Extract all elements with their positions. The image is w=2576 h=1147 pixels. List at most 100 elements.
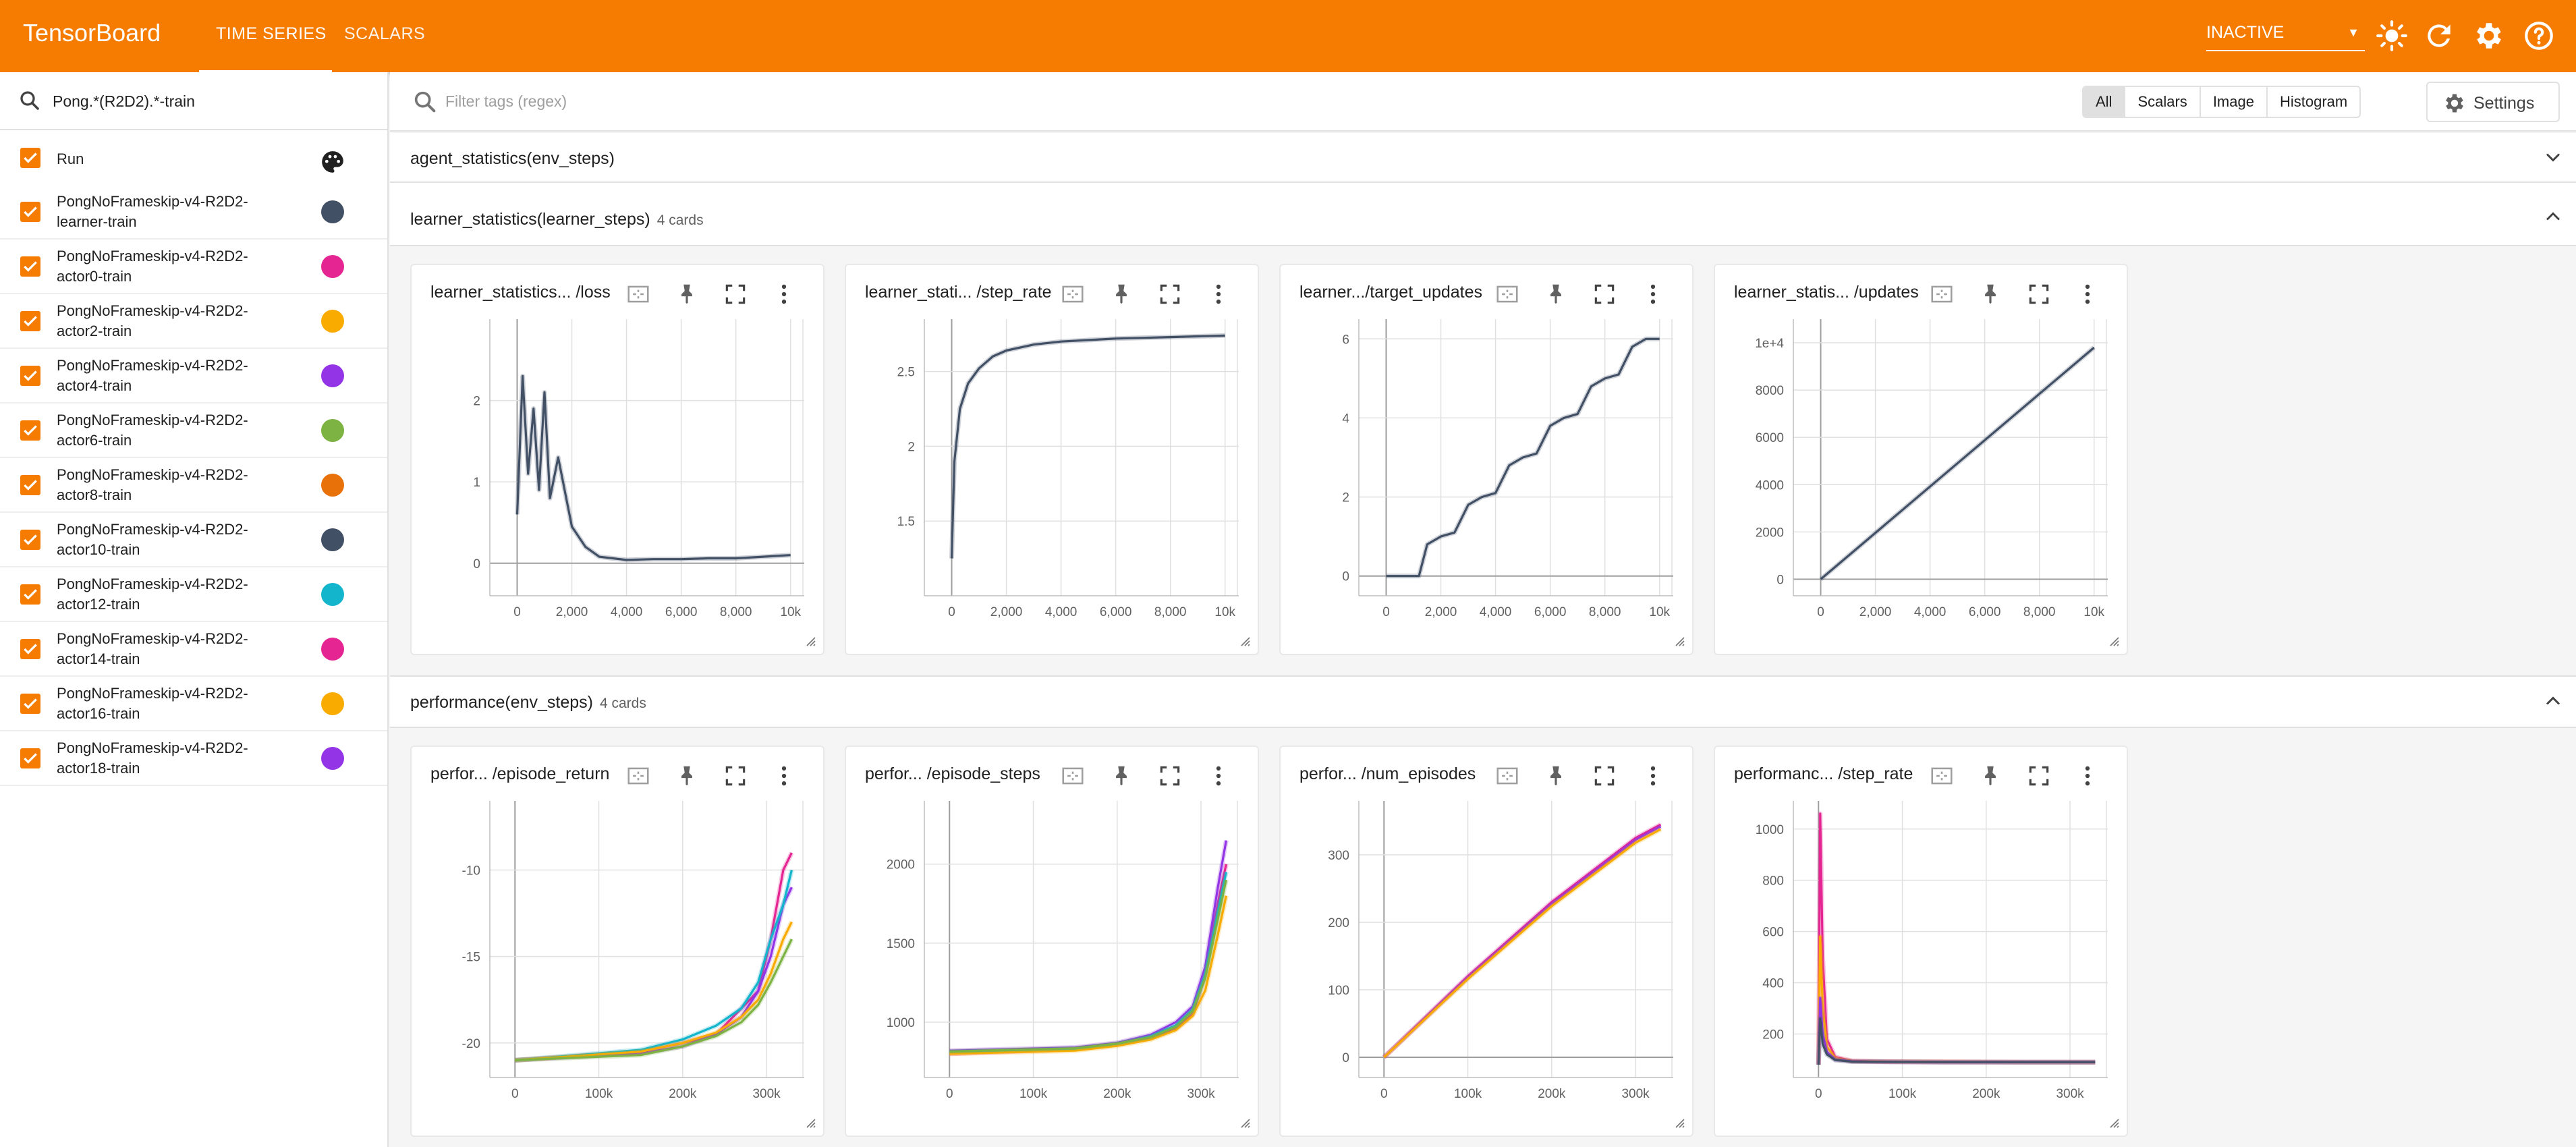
run-row[interactable]: PongNoFrameskip-v4-R2D2- actor14-train	[0, 622, 387, 677]
run-color-swatch[interactable]	[321, 200, 344, 223]
tag-filter-input[interactable]	[445, 86, 1053, 117]
pin-icon[interactable]	[1978, 763, 2003, 789]
run-checkbox[interactable]	[20, 202, 40, 222]
line-chart[interactable]: 0 2,000 4,000 6,000 8,000 10k 0 1 2	[412, 319, 826, 643]
run-color-swatch[interactable]	[321, 255, 344, 278]
run-row[interactable]: PongNoFrameskip-v4-R2D2- actor12-train	[0, 567, 387, 622]
run-color-swatch[interactable]	[321, 692, 344, 715]
fit-domain-icon[interactable]	[1494, 763, 1520, 789]
pin-icon[interactable]	[1109, 281, 1134, 307]
chevron-up-icon[interactable]	[2541, 689, 2565, 713]
more-vert-icon[interactable]	[2075, 281, 2100, 307]
line-chart[interactable]: 0 2,000 4,000 6,000 8,000 10k 1.5 2 2.5	[846, 319, 1260, 643]
run-row[interactable]: PongNoFrameskip-v4-R2D2- actor4-train	[0, 349, 387, 403]
fullscreen-icon[interactable]	[723, 763, 748, 789]
fit-domain-icon[interactable]	[1060, 763, 1086, 789]
run-row[interactable]: PongNoFrameskip-v4-R2D2- actor0-train	[0, 240, 387, 294]
more-vert-icon[interactable]	[771, 763, 797, 789]
refresh-icon[interactable]	[2422, 19, 2456, 53]
resize-handle-icon[interactable]	[803, 1115, 816, 1129]
plugin-select[interactable]: INACTIVE ▼	[2206, 20, 2365, 51]
run-row[interactable]: PongNoFrameskip-v4-R2D2- actor2-train	[0, 294, 387, 349]
filter-all-button[interactable]: All	[2083, 87, 2125, 117]
run-checkbox[interactable]	[20, 748, 40, 768]
fullscreen-icon[interactable]	[2026, 281, 2052, 307]
pin-icon[interactable]	[1978, 281, 2003, 307]
more-vert-icon[interactable]	[1206, 281, 1231, 307]
fullscreen-icon[interactable]	[1157, 763, 1183, 789]
fit-domain-icon[interactable]	[1060, 281, 1086, 307]
fit-domain-icon[interactable]	[1929, 763, 1955, 789]
resize-handle-icon[interactable]	[1237, 1115, 1251, 1129]
run-checkbox[interactable]	[20, 694, 40, 714]
run-checkbox[interactable]	[20, 311, 40, 331]
fit-domain-icon[interactable]	[625, 763, 651, 789]
run-checkbox[interactable]	[20, 420, 40, 441]
run-checkbox[interactable]	[20, 366, 40, 386]
run-color-swatch[interactable]	[321, 528, 344, 551]
more-vert-icon[interactable]	[1640, 763, 1666, 789]
line-chart[interactable]: 0 2,000 4,000 6,000 8,000 10k 0 2 4 6	[1281, 319, 1695, 643]
fullscreen-icon[interactable]	[723, 281, 748, 307]
help-icon[interactable]	[2522, 19, 2556, 53]
run-checkbox[interactable]	[20, 256, 40, 277]
run-color-swatch[interactable]	[321, 310, 344, 333]
brightness-icon[interactable]	[2375, 19, 2409, 53]
resize-handle-icon[interactable]	[1237, 634, 1251, 647]
more-vert-icon[interactable]	[771, 281, 797, 307]
fit-domain-icon[interactable]	[625, 281, 651, 307]
fit-domain-icon[interactable]	[1929, 281, 1955, 307]
run-row[interactable]: PongNoFrameskip-v4-R2D2- actor10-train	[0, 513, 387, 567]
line-chart[interactable]: 0 100k 200k 300k 1000 1500 2000	[846, 801, 1260, 1125]
palette-icon[interactable]	[320, 149, 345, 175]
run-row[interactable]: PongNoFrameskip-v4-R2D2- actor6-train	[0, 403, 387, 458]
more-vert-icon[interactable]	[2075, 763, 2100, 789]
run-color-swatch[interactable]	[321, 364, 344, 387]
fullscreen-icon[interactable]	[1592, 763, 1617, 789]
filter-scalars-button[interactable]: Scalars	[2124, 87, 2199, 117]
tab-scalars[interactable]: SCALARS	[344, 24, 426, 43]
run-color-swatch[interactable]	[321, 419, 344, 442]
line-chart[interactable]: 0 100k 200k 300k 0 100 200 300	[1281, 801, 1695, 1125]
fit-domain-icon[interactable]	[1494, 281, 1520, 307]
more-vert-icon[interactable]	[1640, 281, 1666, 307]
pin-icon[interactable]	[674, 281, 700, 307]
run-row[interactable]: PongNoFrameskip-v4-R2D2- learner-train	[0, 185, 387, 240]
pin-icon[interactable]	[1109, 763, 1134, 789]
run-checkbox[interactable]	[20, 530, 40, 550]
run-color-swatch[interactable]	[321, 747, 344, 770]
group-header-performance[interactable]: performance(env_steps) 4 cards	[390, 675, 2576, 728]
resize-handle-icon[interactable]	[1672, 1115, 1685, 1129]
run-checkbox[interactable]	[20, 584, 40, 605]
run-color-swatch[interactable]	[321, 583, 344, 606]
pin-icon[interactable]	[1543, 281, 1569, 307]
group-header-agent-statistics[interactable]: agent_statistics(env_steps)	[390, 133, 2576, 183]
tab-time-series[interactable]: TIME SERIES	[216, 24, 327, 43]
fullscreen-icon[interactable]	[1592, 281, 1617, 307]
chevron-up-icon[interactable]	[2541, 204, 2565, 229]
pin-icon[interactable]	[1543, 763, 1569, 789]
chevron-down-icon[interactable]	[2541, 145, 2565, 169]
resize-handle-icon[interactable]	[2106, 1115, 2120, 1129]
run-row[interactable]: PongNoFrameskip-v4-R2D2- actor18-train	[0, 731, 387, 786]
resize-handle-icon[interactable]	[1672, 634, 1685, 647]
fullscreen-icon[interactable]	[2026, 763, 2052, 789]
run-checkbox[interactable]	[20, 475, 40, 495]
fullscreen-icon[interactable]	[1157, 281, 1183, 307]
run-checkbox[interactable]	[20, 639, 40, 659]
resize-handle-icon[interactable]	[803, 634, 816, 647]
pin-icon[interactable]	[674, 763, 700, 789]
run-color-swatch[interactable]	[321, 474, 344, 497]
settings-button[interactable]: Settings	[2426, 82, 2560, 122]
select-all-checkbox[interactable]	[20, 148, 40, 168]
settings-icon[interactable]	[2472, 19, 2506, 53]
run-row[interactable]: PongNoFrameskip-v4-R2D2- actor8-train	[0, 458, 387, 513]
group-header-learner-statistics[interactable]: learner_statistics(learner_steps) 4 cards	[390, 183, 2576, 246]
resize-handle-icon[interactable]	[2106, 634, 2120, 647]
filter-histogram-button[interactable]: Histogram	[2266, 87, 2359, 117]
line-chart[interactable]: 0 100k 200k 300k 200 400 600 800 1000	[1715, 801, 2129, 1125]
line-chart[interactable]: 0 2,000 4,000 6,000 8,000 10k 0 2000 4000 6000 800…	[1715, 319, 2129, 643]
run-color-swatch[interactable]	[321, 638, 344, 661]
run-row[interactable]: PongNoFrameskip-v4-R2D2- actor16-train	[0, 677, 387, 731]
filter-image-button[interactable]: Image	[2199, 87, 2266, 117]
